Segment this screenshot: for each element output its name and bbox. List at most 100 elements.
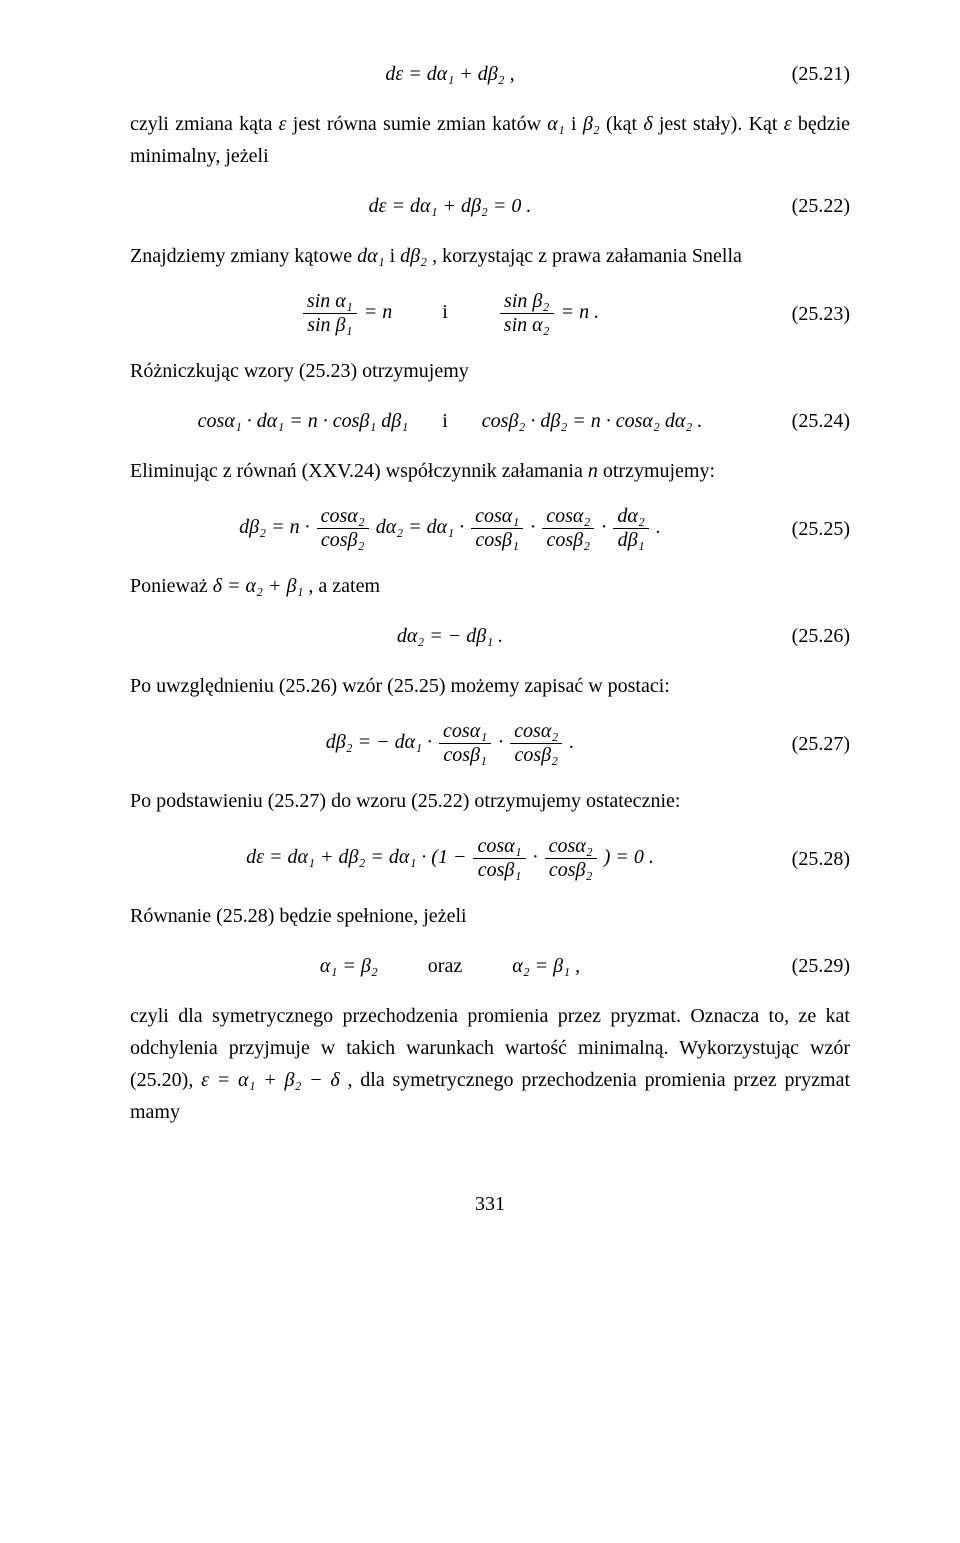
symbol-epsilon: ε	[784, 113, 792, 135]
denominator: cosβ₁	[439, 744, 491, 767]
equation-25-21: dε = dα₁ + dβ₂ , (25.21)	[130, 58, 850, 90]
symbol-epsilon: ε	[279, 113, 287, 135]
text: i	[571, 113, 583, 135]
eq-number: (25.23)	[770, 298, 850, 330]
paragraph: Znajdziemy zmiany kątowe dα₁ i dβ₂ , kor…	[130, 240, 850, 272]
numerator: sin β₂	[500, 290, 554, 314]
numerator: cosα₂	[510, 720, 562, 744]
numerator: cosα₁	[471, 505, 523, 529]
eq-number: (25.24)	[770, 405, 850, 437]
eq-right: α₂ = β₁ ,	[512, 955, 580, 977]
separator: i	[442, 301, 448, 323]
equation-25-23: sin α₁ sin β₁ = n i sin β₂ sin α₂ = n . …	[130, 290, 850, 337]
fraction: cosα₁ cosβ₁	[473, 835, 525, 882]
denominator: cosβ₁	[471, 529, 523, 552]
symbol-beta2: β₂	[583, 113, 600, 135]
fraction: cosα₁ cosβ₁	[471, 505, 523, 552]
paragraph: Różniczkując wzory (25.23) otrzymujemy	[130, 355, 850, 387]
paragraph: czyli dla symetrycznego przechodzenia pr…	[130, 1000, 850, 1128]
paragraph: Po podstawieniu (25.27) do wzoru (25.22)…	[130, 785, 850, 817]
paragraph: Ponieważ δ = α₂ + β₁ , a zatem	[130, 570, 850, 602]
fraction: cosα₂ cosβ₂	[317, 505, 369, 552]
eq-part: dβ₂ = − dα₁ ·	[326, 731, 437, 753]
denominator: cosβ₂	[545, 859, 597, 882]
eq-number: (25.28)	[770, 843, 850, 875]
equation-25-29: α₁ = β₂ oraz α₂ = β₁ , (25.29)	[130, 950, 850, 982]
paragraph: Równanie (25.28) będzie spełnione, jeżel…	[130, 900, 850, 932]
denominator: cosβ₂	[542, 529, 594, 552]
text: jest stały). Kąt	[659, 113, 784, 135]
symbol-delta: δ	[643, 113, 652, 135]
eq-expr: cosα₁ · dα₁ = n · cosβ₁ dβ₁ i cosβ₂ · dβ…	[130, 405, 770, 437]
separator: i	[442, 410, 448, 432]
fraction: sin β₂ sin α₂	[500, 290, 554, 337]
eq-number: (25.25)	[770, 513, 850, 545]
eq-expr: α₁ = β₂ oraz α₂ = β₁ ,	[130, 950, 770, 982]
numerator: cosα₁	[439, 720, 491, 744]
denominator: cosβ₂	[317, 529, 369, 552]
page: dε = dα₁ + dβ₂ , (25.21) czyli zmiana ką…	[0, 0, 960, 1280]
paragraph: Eliminując z równań (XXV.24) współczynni…	[130, 455, 850, 487]
symbol-n: n	[588, 460, 598, 482]
text: (kąt	[606, 113, 643, 135]
paragraph: czyli zmiana kąta ε jest równa sumie zmi…	[130, 108, 850, 172]
symbol-alpha1: α₁	[547, 113, 564, 135]
eq-part: = n .	[561, 301, 600, 323]
denominator: sin α₂	[500, 314, 554, 337]
eq-number: (25.27)	[770, 728, 850, 760]
symbol-dalpha1: dα₁	[357, 245, 384, 267]
numerator: cosα₂	[317, 505, 369, 529]
text: Eliminując z równań (XXV.24) współczynni…	[130, 460, 588, 482]
fraction: dα₂ dβ₁	[613, 505, 648, 552]
numerator: sin α₁	[303, 290, 357, 314]
eq-part: ) = 0 .	[604, 846, 654, 868]
numerator: dα₂	[613, 505, 648, 529]
fraction: cosα₂ cosβ₂	[542, 505, 594, 552]
text: Znajdziemy zmiany kątowe	[130, 245, 357, 267]
fraction: cosα₂ cosβ₂	[545, 835, 597, 882]
eq-part: ·	[533, 846, 543, 868]
eq-part: ·	[498, 731, 508, 753]
eq-expr: dε = dα₁ + dβ₂ = 0 .	[130, 190, 770, 222]
eq-expr: dβ₂ = n · cosα₂ cosβ₂ dα₂ = dα₁ · cosα₁ …	[130, 505, 770, 552]
eq-part: dα₂ = dα₁ ·	[376, 516, 469, 538]
fraction: sin α₁ sin β₁	[303, 290, 357, 337]
denominator: dβ₁	[613, 529, 648, 552]
text: otrzymujemy:	[603, 460, 715, 482]
eq-part: ·	[530, 516, 540, 538]
eq-number: (25.21)	[770, 58, 850, 90]
text: , a zatem	[308, 575, 380, 597]
eq-left: cosα₁ · dα₁ = n · cosβ₁ dβ₁	[198, 410, 409, 432]
denominator: sin β₁	[303, 314, 357, 337]
numerator: cosα₂	[542, 505, 594, 529]
eq-number: (25.26)	[770, 620, 850, 652]
equation-25-28: dε = dα₁ + dβ₂ = dα₁ · (1 − cosα₁ cosβ₁ …	[130, 835, 850, 882]
text: , korzystając z prawa załamania Snella	[432, 245, 742, 267]
paragraph: Po uwzględnieniu (25.26) wzór (25.25) mo…	[130, 670, 850, 702]
eq-expr: dε = dα₁ + dβ₂ ,	[130, 58, 770, 90]
eq-inline: ε = α₁ + β₂ − δ	[201, 1069, 340, 1091]
text: jest równa sumie zmian katów	[293, 113, 548, 135]
eq-number: (25.22)	[770, 190, 850, 222]
eq-part: .	[656, 516, 661, 538]
eq-expr: dε = dα₁ + dβ₂ = dα₁ · (1 − cosα₁ cosβ₁ …	[130, 835, 770, 882]
symbol-dbeta2: dβ₂	[400, 245, 427, 267]
eq-part: ·	[601, 516, 611, 538]
eq-left: α₁ = β₂	[320, 955, 378, 977]
eq-part: = n	[364, 301, 393, 323]
eq-number: (25.29)	[770, 950, 850, 982]
equation-25-22: dε = dα₁ + dβ₂ = 0 . (25.22)	[130, 190, 850, 222]
equation-25-24: cosα₁ · dα₁ = n · cosβ₁ dβ₁ i cosβ₂ · dβ…	[130, 405, 850, 437]
denominator: cosβ₂	[510, 744, 562, 767]
equation-25-26: dα₂ = − dβ₁ . (25.26)	[130, 620, 850, 652]
numerator: cosα₁	[473, 835, 525, 859]
separator: oraz	[428, 955, 462, 977]
eq-part: .	[569, 731, 574, 753]
text: Ponieważ	[130, 575, 213, 597]
eq-expr: dβ₂ = − dα₁ · cosα₁ cosβ₁ · cosα₂ cosβ₂ …	[130, 720, 770, 767]
fraction: cosα₁ cosβ₁	[439, 720, 491, 767]
eq-expr: dα₂ = − dβ₁ .	[130, 620, 770, 652]
eq-inline: δ = α₂ + β₁	[213, 575, 304, 597]
eq-expr: sin α₁ sin β₁ = n i sin β₂ sin α₂ = n .	[130, 290, 770, 337]
eq-right: cosβ₂ · dβ₂ = n · cosα₂ dα₂ .	[482, 410, 703, 432]
